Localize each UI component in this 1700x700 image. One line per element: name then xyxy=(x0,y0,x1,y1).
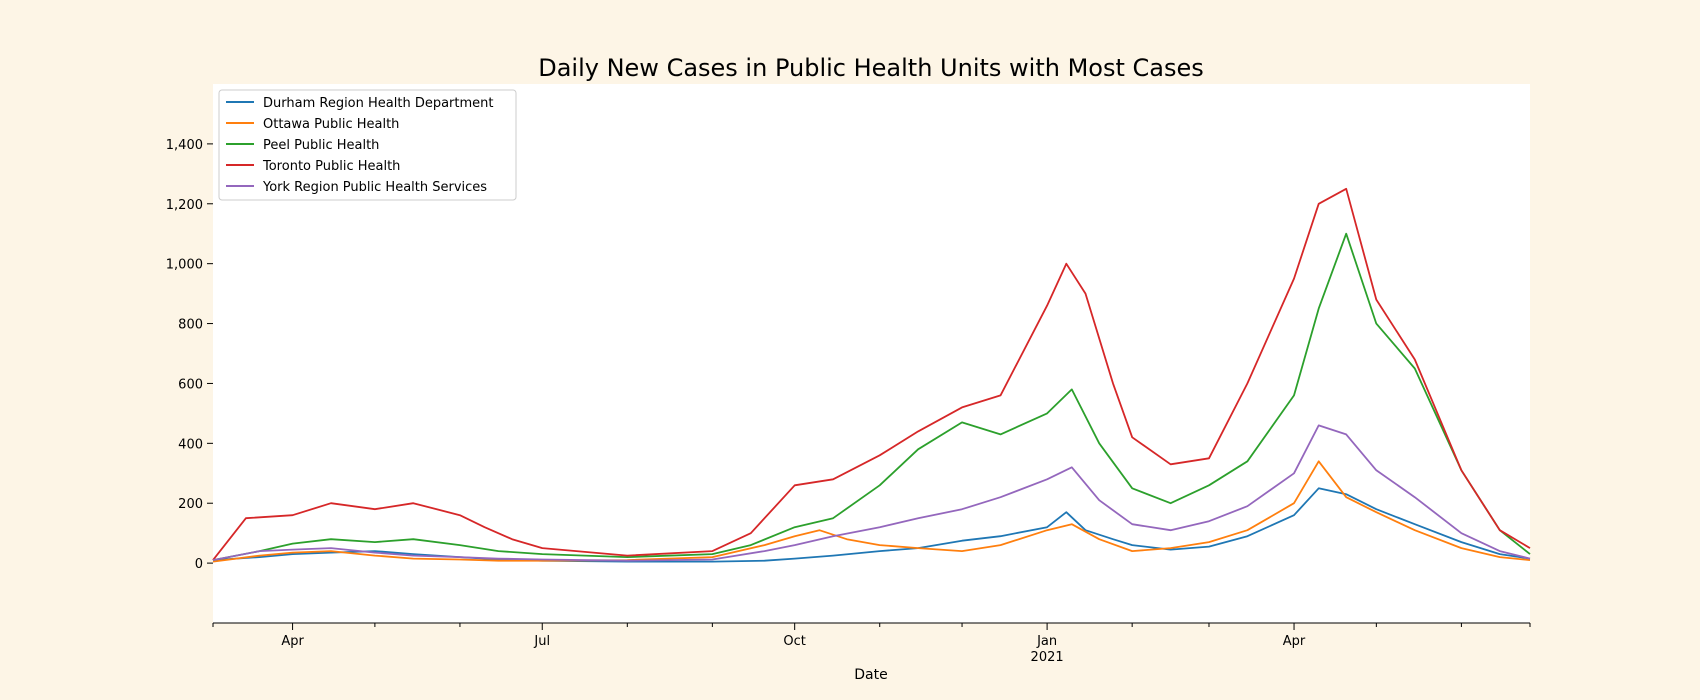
series-line-3 xyxy=(212,232,1531,561)
series-line-5 xyxy=(212,424,1531,562)
legend-label: Peel Public Health xyxy=(263,138,379,153)
x-tick-sublabel: 2021 xyxy=(1031,650,1064,665)
x-tick-label: Jan xyxy=(1036,634,1057,649)
y-tick-label: 600 xyxy=(178,377,203,392)
legend: Durham Region Health Department Ottawa Pu… xyxy=(218,89,517,201)
series-line-4 xyxy=(212,187,1531,561)
y-tick-label: 1,400 xyxy=(166,138,203,153)
y-tick-label: 400 xyxy=(178,437,203,452)
x-tick-label: Apr xyxy=(1283,634,1306,649)
legend-label: York Region Public Health Services xyxy=(262,180,487,195)
x-tick-label: Apr xyxy=(281,634,304,649)
y-tick-label: 1,200 xyxy=(166,198,203,213)
legend-label: Toronto Public Health xyxy=(262,159,400,174)
series-layer xyxy=(212,187,1531,563)
y-tick-label: 200 xyxy=(178,497,203,512)
x-tick-label: Oct xyxy=(783,634,805,649)
legend-label: Durham Region Health Department xyxy=(263,96,494,111)
legend-label: Ottawa Public Health xyxy=(263,117,399,132)
legend-box xyxy=(218,89,517,201)
y-tick-label: 800 xyxy=(178,318,203,333)
y-axis: 0 200 400 600 800 1,000 1,200 1,400 xyxy=(166,138,213,572)
x-tick-label: Jul xyxy=(533,634,550,649)
chart-title: Daily New Cases in Public Health Units w… xyxy=(538,54,1204,82)
x-axis-label: Date xyxy=(854,667,887,683)
y-tick-label: 0 xyxy=(195,557,203,572)
y-tick-label: 1,000 xyxy=(166,258,203,273)
series-line-2 xyxy=(212,460,1531,563)
